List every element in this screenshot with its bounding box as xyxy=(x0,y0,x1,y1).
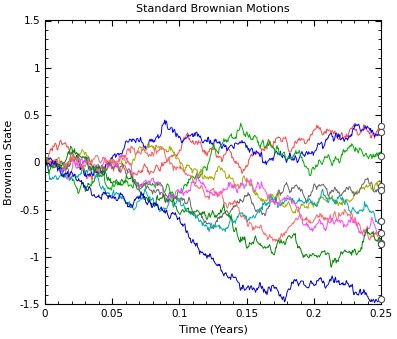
Title: Standard Brownian Motions: Standard Brownian Motions xyxy=(136,4,290,14)
X-axis label: Time (Years): Time (Years) xyxy=(179,325,248,335)
Y-axis label: Brownian State: Brownian State xyxy=(4,120,14,205)
